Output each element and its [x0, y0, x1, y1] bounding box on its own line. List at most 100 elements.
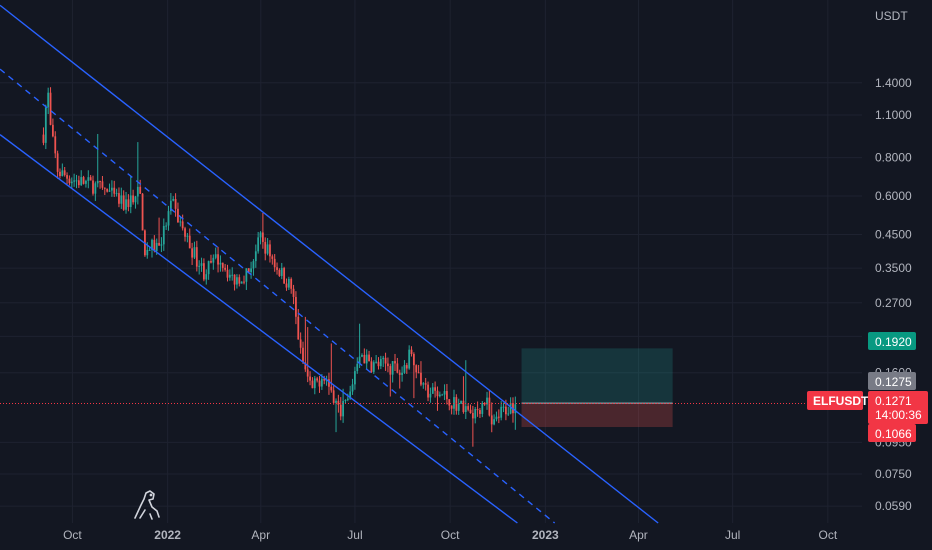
entry-price-badge: 0.1275: [868, 372, 916, 390]
candle-body: [245, 268, 248, 282]
candle-body: [328, 379, 330, 387]
candle-body: [134, 196, 137, 203]
price-tick-label: 1.1000: [875, 108, 912, 122]
symbol-tag-bg: [807, 391, 863, 410]
candle-body: [372, 362, 375, 372]
candle-body: [179, 221, 182, 223]
candle-body: [259, 232, 262, 238]
candle-body: [332, 390, 335, 403]
candle-body: [417, 372, 420, 374]
candle-body: [387, 363, 389, 367]
candle-body: [375, 361, 378, 363]
tradingview-dino-icon[interactable]: [134, 490, 160, 520]
candle-body: [415, 365, 418, 373]
candle-body: [155, 242, 158, 251]
channel-lower-line: [0, 134, 518, 524]
candle-body: [224, 267, 227, 270]
candle-body: [228, 274, 231, 278]
candle-body: [51, 124, 54, 137]
price-tick-label: 0.6000: [875, 189, 912, 203]
candle-body: [434, 387, 437, 391]
candle-body: [115, 193, 118, 195]
stop-price-text: 0.1066: [875, 427, 912, 441]
candle-body: [313, 378, 316, 389]
candle-body: [264, 241, 267, 254]
candle-body: [469, 409, 472, 414]
candle-body: [77, 180, 80, 186]
candle-body: [514, 404, 517, 414]
price-tick-label: 1.4000: [875, 76, 912, 90]
candle-body: [174, 198, 177, 209]
candle-body: [339, 404, 342, 417]
candle-body: [92, 180, 94, 194]
candle-body: [210, 261, 212, 263]
candle-body: [280, 268, 283, 276]
time-tick-label: 2022: [154, 528, 181, 542]
candle-body: [297, 316, 300, 340]
candle-body: [483, 402, 486, 405]
price-tick-label: 0.8000: [875, 151, 912, 165]
candle-body: [198, 265, 201, 267]
candle-body: [384, 357, 387, 364]
candle-body: [276, 267, 278, 270]
candle-body: [165, 225, 168, 227]
candle-body: [394, 361, 396, 364]
symbol-tag: ELFUSDT: [807, 391, 869, 410]
candle-body: [285, 283, 288, 288]
candle-body: [351, 384, 354, 392]
entry-price-badge-bg: [868, 372, 916, 390]
candle-body: [405, 365, 408, 369]
stop-price-badge-bg: [868, 424, 916, 442]
candle-body: [252, 261, 255, 269]
candle-body: [139, 186, 142, 194]
candle-body: [158, 242, 160, 246]
candle-body: [118, 193, 120, 204]
candle-body: [191, 248, 194, 258]
candle-body: [309, 376, 311, 381]
time-tick-label: Oct: [819, 528, 838, 542]
price-tick-label: 0.4500: [875, 227, 912, 241]
candle-body: [344, 399, 347, 402]
candle-body: [306, 369, 309, 377]
time-tick-label: Apr: [629, 528, 648, 542]
candle-body: [290, 278, 293, 289]
candle-body: [365, 354, 368, 364]
candle-body: [85, 180, 87, 184]
candle-body: [495, 416, 498, 420]
candle-body: [471, 413, 474, 419]
candle-body: [82, 177, 85, 184]
candle-body: [101, 181, 104, 188]
candle-body: [460, 400, 462, 404]
candle-body: [304, 362, 307, 370]
candle-body: [361, 354, 363, 357]
channel-lines[interactable]: [0, 4, 659, 524]
candle-body: [87, 177, 90, 181]
candle-body: [292, 288, 295, 297]
candle-body: [403, 365, 406, 373]
time-scale[interactable]: Oct 2022 Apr Jul Oct 2023 Apr Jul Oct: [63, 528, 838, 542]
candle-body: [99, 180, 101, 182]
candle-body: [424, 383, 427, 385]
candle-body: [377, 361, 380, 367]
candle-body: [389, 366, 392, 375]
candle-body: [73, 180, 76, 182]
candle-body: [261, 232, 264, 242]
candle-body: [436, 390, 439, 397]
candle-body: [302, 347, 304, 363]
candle-body: [408, 349, 411, 369]
candle-body: [233, 274, 236, 285]
candle-body: [429, 393, 432, 398]
candle-body: [330, 386, 333, 391]
long-position-tool[interactable]: [521, 348, 673, 428]
candle-body: [431, 387, 434, 394]
candle-body: [479, 410, 481, 414]
candle-body: [177, 208, 179, 223]
candle-body: [401, 372, 403, 375]
time-tick-label: 2023: [532, 528, 559, 542]
candle-body: [450, 405, 453, 409]
target-price-text: 0.1920: [875, 335, 912, 349]
candle-body: [349, 391, 352, 399]
candle-body: [205, 274, 208, 280]
